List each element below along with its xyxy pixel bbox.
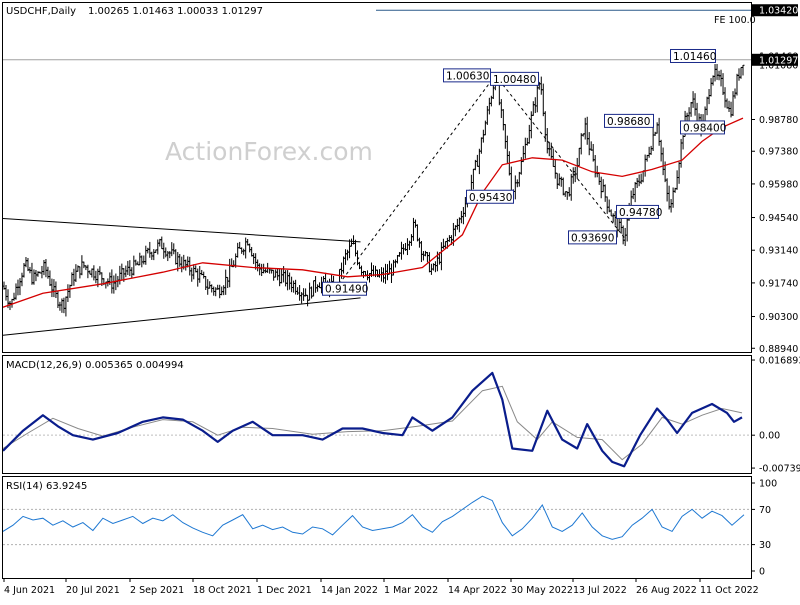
annotation: 0.95430 xyxy=(466,189,514,204)
annotation: 0.94780 xyxy=(616,204,662,219)
main-panel-frame xyxy=(2,2,752,353)
price-bar xyxy=(741,64,745,76)
annotation-label: 0.93690 xyxy=(571,232,614,244)
annotation-box xyxy=(568,230,617,245)
annotation-label: 1.00480 xyxy=(493,74,536,86)
annotation-label: 0.95430 xyxy=(469,192,512,204)
annotation-box xyxy=(670,48,716,63)
current-price-label: 1.01297 xyxy=(759,55,798,66)
annotation-label: 0.98680 xyxy=(607,116,650,128)
annotation: 0.93690 xyxy=(568,230,617,245)
price-tick-label: 0.97380 xyxy=(759,147,798,158)
annotation-box xyxy=(490,71,539,86)
price-tick-label: 1.01080 xyxy=(759,60,798,71)
current-price-tag xyxy=(752,53,798,66)
annotation-label: 0.98400 xyxy=(683,122,726,134)
annotation: 1.00630 xyxy=(443,68,491,83)
watermark: ActionForex.com xyxy=(165,137,373,166)
triangle-upper-line xyxy=(3,217,361,243)
time-tick-label: 14 Jan 2022 xyxy=(321,585,378,596)
annotation: 0.98400 xyxy=(680,120,726,135)
price-tick-label: 0.93140 xyxy=(759,246,798,257)
price-tick-label: 0.90300 xyxy=(759,312,798,323)
annotation: 0.91490 xyxy=(322,281,368,296)
annotation-label: 1.01460 xyxy=(673,51,716,63)
decline-dashed-line xyxy=(494,75,625,238)
time-tick-label: 2 Sep 2021 xyxy=(130,585,184,596)
rsi-line xyxy=(3,495,745,540)
fe-price-tag xyxy=(752,4,798,17)
macd-tick-label: 0.00 xyxy=(759,431,780,442)
annotation-label: 0.94780 xyxy=(619,207,662,219)
time-axis: 4 Jun 2021 20 Jul 2021 2 Sep 2021 18 Oct 20… xyxy=(3,578,759,596)
annotation-label: 1.00630 xyxy=(446,70,489,82)
fe-100-label: FE 100.0 xyxy=(714,15,756,26)
annotation-box xyxy=(616,204,659,219)
time-tick-label: 14 Apr 2022 xyxy=(448,585,507,596)
macd-panel-frame xyxy=(2,355,752,474)
price-tick-label: 0.98780 xyxy=(759,115,798,126)
rsi-tick-label: 100 xyxy=(759,479,777,490)
annotation-box xyxy=(466,189,514,204)
time-tick-label: 4 Jun 2021 xyxy=(4,585,55,596)
price-axis: 1.034201.014601.010800.987800.973800.959… xyxy=(751,4,798,355)
fe-price-label: 1.03420 xyxy=(759,6,798,17)
annotation-label: 0.91490 xyxy=(325,284,368,296)
macd-line xyxy=(3,371,743,468)
rsi-tick-label: 30 xyxy=(759,540,771,551)
rsi-axis: 100 70 30 0 xyxy=(751,479,777,578)
time-tick-label: 13 Jul 2022 xyxy=(573,585,627,596)
price-tick-label: 0.95980 xyxy=(759,179,798,190)
time-tick-label: 11 Oct 2022 xyxy=(700,585,759,596)
time-tick-label: 1 Mar 2022 xyxy=(384,585,438,596)
rsi-panel-frame xyxy=(2,476,752,579)
main-overlays xyxy=(3,9,751,336)
macd-tick-label: -0.007393 xyxy=(759,464,800,475)
macd-tick-label: 0.016893 xyxy=(759,356,800,367)
ohlc-readout: 1.00265 1.01463 1.00033 1.01297 xyxy=(88,6,263,17)
rally-dashed-line xyxy=(335,75,496,290)
price-tick-label: 0.88940 xyxy=(759,344,798,355)
time-tick-label: 30 May 2022 xyxy=(511,585,573,596)
time-tick-label: 26 Aug 2022 xyxy=(636,585,697,596)
triangle-lower-line xyxy=(3,297,361,336)
rsi-title: RSI(14) 63.9245 xyxy=(6,481,87,492)
time-tick-label: 18 Oct 2021 xyxy=(193,585,252,596)
annotation: 0.98680 xyxy=(604,113,654,128)
annotation-box xyxy=(604,113,654,128)
macd-title: MACD(12,26,9) 0.005365 0.004994 xyxy=(6,360,184,371)
main-title: USDCHF,Daily xyxy=(6,6,76,17)
price-tick-label: 0.94540 xyxy=(759,213,798,224)
macd-axis: 0.016893 0.00 -0.007393 xyxy=(751,356,800,475)
annotation-box xyxy=(680,120,725,135)
annotation-box xyxy=(322,281,367,296)
price-annotations: 1.00630 1.00480 0.95430 0.91490 0.93690 0.947… xyxy=(322,48,726,296)
moving-average-line xyxy=(3,117,744,308)
time-tick-label: 1 Dec 2021 xyxy=(257,585,312,596)
rsi-tick-label: 0 xyxy=(759,567,765,578)
time-tick-label: 20 Jul 2021 xyxy=(66,585,120,596)
rsi-tick-label: 70 xyxy=(759,505,771,516)
annotation: 1.01460 xyxy=(670,48,716,63)
price-tick-label: 0.91740 xyxy=(759,278,798,289)
annotation: 1.00480 xyxy=(490,71,539,86)
